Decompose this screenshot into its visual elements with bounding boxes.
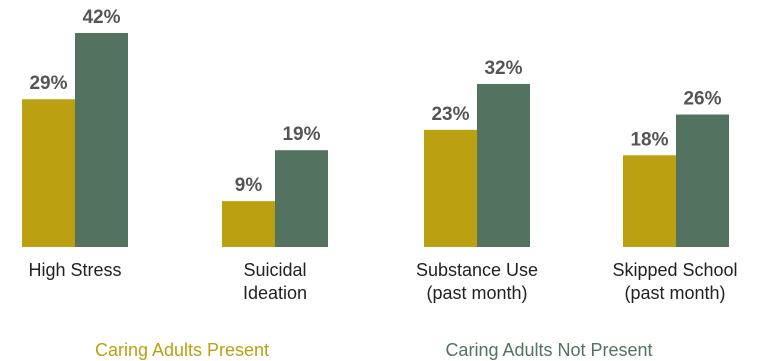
legend-entry-present: Caring Adults Present [95, 340, 269, 360]
category-label-2: Substance Use (past month) [416, 260, 538, 303]
data-labels-layer: 29% 42% 9% 19% 23% 32% 18% 26% [29, 7, 721, 196]
category-label-0: High Stress [28, 260, 121, 280]
bar-not-present-3 [676, 114, 729, 248]
legend: Caring Adults Present Caring Adults Not P… [95, 340, 653, 360]
data-label-present-1: 9% [235, 175, 263, 196]
bar-present-0 [22, 99, 75, 247]
data-label-not-present-2: 32% [484, 58, 522, 79]
bar-present-3 [623, 155, 676, 247]
bar-present-2 [424, 129, 477, 247]
category-labels-layer: High Stress Suicidal Ideation Substance Use… [28, 260, 737, 303]
data-label-present-0: 29% [29, 73, 67, 94]
legend-entry-not-present: Caring Adults Not Present [445, 340, 652, 360]
category-label-3: Skipped School (past month) [612, 260, 737, 303]
bar-not-present-1 [275, 150, 328, 247]
data-label-present-2: 23% [431, 104, 469, 125]
data-label-not-present-0: 42% [82, 7, 120, 28]
bars-layer [22, 33, 729, 248]
bar-present-1 [222, 201, 275, 247]
data-label-not-present-1: 19% [282, 124, 320, 145]
category-label-1: Suicidal Ideation [243, 260, 307, 303]
bar-not-present-0 [75, 33, 128, 247]
data-label-not-present-3: 26% [683, 89, 721, 110]
data-label-present-3: 18% [630, 129, 668, 150]
bar-not-present-2 [477, 83, 530, 247]
